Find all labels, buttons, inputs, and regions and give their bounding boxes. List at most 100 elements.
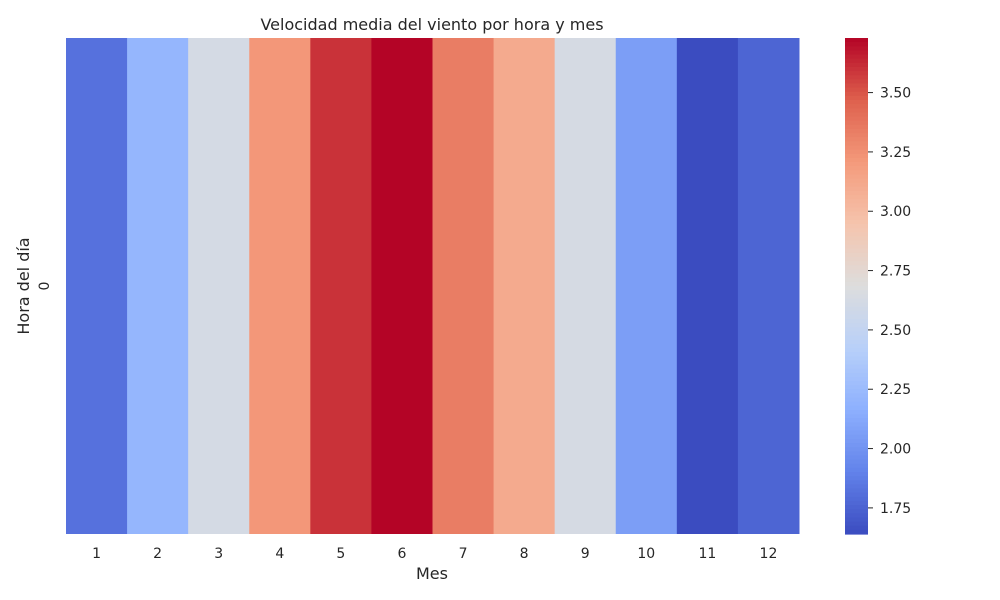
colorbar-segment (845, 529, 868, 535)
colorbar-segment (845, 525, 868, 531)
colorbar-segment (845, 463, 868, 469)
colorbar-segment (845, 174, 868, 180)
colorbar-segment (845, 211, 868, 217)
colorbar-segment (845, 393, 868, 399)
colorbar-segment (845, 166, 868, 171)
colorbar-segment (845, 372, 868, 378)
colorbar-segment (845, 414, 868, 419)
colorbar-segment (845, 331, 868, 337)
colorbar-tick-label: 2.25 (880, 382, 911, 398)
colorbar-segment (845, 434, 868, 440)
x-axis-label: Mes (416, 564, 448, 583)
colorbar-segment (845, 306, 868, 312)
colorbar-segment (845, 261, 868, 266)
colorbar-tick-label: 2.00 (880, 442, 911, 458)
colorbar-segment (845, 100, 868, 105)
colorbar-segment (845, 447, 868, 452)
colorbar-segment (845, 488, 868, 494)
colorbar-segment (845, 108, 868, 113)
colorbar-tick-label: 3.25 (880, 145, 911, 161)
colorbar-segment (845, 269, 868, 275)
colorbar-segment (845, 207, 868, 213)
colorbar-segment (845, 120, 868, 126)
colorbar-segment (845, 410, 868, 415)
colorbar-segment (845, 343, 868, 349)
y-tick-label: 0 (37, 282, 53, 291)
colorbar-segment (845, 397, 868, 403)
colorbar-segment (845, 422, 868, 428)
heatmap-cell (310, 38, 372, 534)
colorbar-tick-label: 2.50 (880, 323, 911, 339)
colorbar-segment (845, 141, 868, 147)
colorbar-segment (845, 265, 868, 271)
colorbar-segment (845, 215, 868, 221)
colorbar-segment (845, 54, 868, 60)
colorbar-segment (845, 327, 868, 333)
heatmap-cell (615, 38, 678, 534)
colorbar-segment (845, 443, 868, 448)
colorbar-segment (845, 203, 868, 209)
x-tick-label: 11 (698, 546, 716, 562)
colorbar-segment (845, 339, 868, 345)
x-tick-label: 2 (153, 546, 162, 562)
colorbar-segment (845, 323, 868, 328)
heatmap-cell (66, 38, 128, 534)
colorbar-segment (845, 364, 868, 370)
colorbar-segment (845, 149, 868, 155)
colorbar-segment (845, 310, 868, 316)
colorbar-segment (845, 75, 868, 80)
colorbar-segment (845, 153, 868, 159)
heatmap-cell (554, 38, 617, 534)
colorbar-segment (845, 83, 868, 89)
x-tick-label: 4 (275, 546, 284, 562)
x-tick-label: 7 (459, 546, 468, 562)
colorbar-segment (845, 509, 868, 514)
colorbar-segment (845, 190, 868, 196)
colorbar-segment (845, 455, 868, 461)
colorbar-segment (845, 232, 868, 237)
colorbar-tick-label: 3.50 (880, 86, 911, 102)
colorbar-segment (845, 401, 868, 407)
colorbar-segment (845, 500, 868, 506)
colorbar-segment (845, 71, 868, 76)
colorbar-segment (845, 492, 868, 498)
colorbar-segment (845, 451, 868, 457)
colorbar-segment (845, 91, 868, 97)
colorbar-segment (845, 240, 868, 246)
colorbar-segment (845, 467, 868, 473)
colorbar-segment (845, 302, 868, 308)
x-tick-label: 6 (397, 546, 406, 562)
heatmap-cell (737, 38, 800, 534)
x-tick-label: 9 (581, 546, 590, 562)
colorbar-segment (845, 298, 868, 304)
colorbar-segment (845, 224, 868, 229)
colorbar-segment (845, 348, 868, 353)
heatmap-cell (188, 38, 250, 534)
colorbar-segment (845, 385, 868, 390)
colorbar-segment (845, 199, 868, 204)
colorbar-segment (845, 58, 868, 64)
colorbar-segment (845, 244, 868, 250)
colorbar-segment (845, 248, 868, 254)
heatmap-cell (371, 38, 433, 534)
y-axis-label: Hora del día (14, 237, 33, 334)
colorbar-segment (845, 157, 868, 163)
colorbar-segment (845, 219, 868, 225)
colorbar-segment (845, 182, 868, 188)
colorbar-tick-label: 2.75 (880, 264, 911, 280)
x-tick-label: 5 (336, 546, 345, 562)
colorbar-segment (845, 116, 868, 122)
colorbar-segment (845, 356, 868, 361)
colorbar-segment (845, 145, 868, 151)
colorbar-segment (845, 335, 868, 341)
colorbar-segment (845, 290, 868, 295)
colorbar-segment (845, 484, 868, 490)
colorbar-segment (845, 368, 868, 374)
colorbar-segment (845, 277, 868, 283)
x-axis-ticks: 1 2 3 4 5 6 7 8 9 10 11 12 (92, 546, 777, 562)
colorbar-segment (845, 133, 868, 138)
colorbar-segment (845, 430, 868, 436)
colorbar-segment (845, 170, 868, 175)
x-tick-label: 3 (214, 546, 223, 562)
colorbar-segment (845, 257, 868, 262)
